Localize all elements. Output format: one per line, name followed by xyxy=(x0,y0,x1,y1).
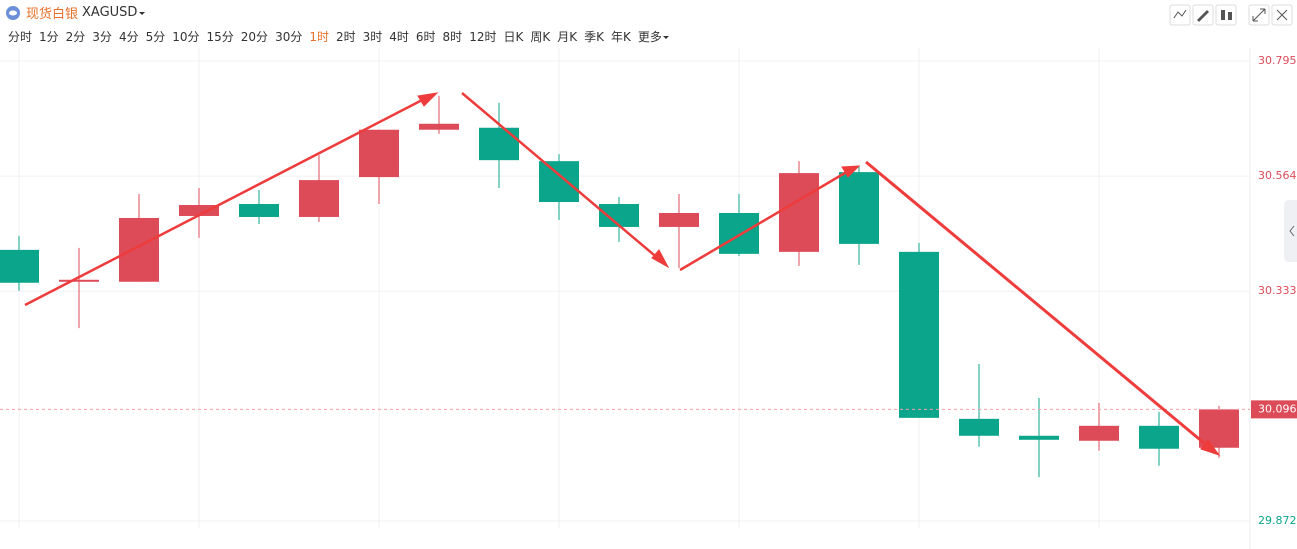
period-bar: 分时 1分 2分 3分 4分 5分 10分 15分 20分 30分 1时 2时 3时 4时 6时 8时 12时日… xyxy=(8,28,670,45)
period-button[interactable]: 5分 xyxy=(145,30,166,44)
period-button[interactable]: 3时 xyxy=(362,30,383,44)
tool-button[interactable] xyxy=(1215,4,1237,26)
candle-body xyxy=(119,217,159,282)
candle-body xyxy=(1199,409,1239,448)
period-button[interactable]: 周K xyxy=(530,30,551,44)
period-button[interactable]: 15分 xyxy=(206,30,234,44)
period-button[interactable]: 6时 xyxy=(415,30,436,44)
last-price-box xyxy=(1251,400,1297,419)
candle-body xyxy=(359,129,399,178)
icon xyxy=(1228,12,1232,20)
candle-body xyxy=(899,251,939,418)
title: 现货白银 xyxy=(26,7,79,22)
y-tick-label: 30.333 xyxy=(1258,284,1297,297)
candle-body xyxy=(1019,435,1059,440)
plot xyxy=(0,60,1250,522)
period-button[interactable]: 8时 xyxy=(442,30,463,44)
period-button[interactable]: 12时 xyxy=(469,30,497,44)
candle-body xyxy=(839,172,879,244)
toolbar[interactable] xyxy=(1169,4,1293,26)
period-button[interactable]: 日K xyxy=(503,30,524,44)
period-button[interactable]: 3分 xyxy=(92,30,112,44)
arrow-head xyxy=(1200,439,1221,456)
last-price-label: 30.096 xyxy=(1258,402,1297,415)
caret xyxy=(662,36,669,39)
symbol: XAGUSD xyxy=(82,5,138,20)
arrow-head xyxy=(841,165,861,178)
period-button[interactable]: 月K xyxy=(557,30,578,44)
tool-button[interactable] xyxy=(1169,4,1191,26)
icon xyxy=(1221,10,1225,20)
period-button[interactable]: 年K xyxy=(610,30,631,44)
period-button[interactable]: 分时 xyxy=(8,30,33,44)
candle-body xyxy=(719,212,759,254)
icon xyxy=(1173,9,1187,19)
header: 现货白银 XAGUSD 分时 1分 2分 3分 4分 5分 10分 15分 20分 30分 1时 2时… xyxy=(0,0,1160,48)
arrow xyxy=(679,168,851,272)
trend-arrows xyxy=(24,92,1221,456)
icon xyxy=(1276,9,1288,21)
candle-body xyxy=(1079,425,1119,441)
candle-body xyxy=(659,212,699,227)
y-tick-label: 30.795 xyxy=(1258,54,1297,67)
period-button[interactable]: 1分 xyxy=(39,30,59,44)
vertical-grid xyxy=(18,48,1100,528)
symbol-selector[interactable]: 现货白银 XAGUSD xyxy=(6,3,147,22)
y-tick-label: 29.872 xyxy=(1258,514,1297,527)
candle-body xyxy=(599,204,639,227)
candle-body xyxy=(779,173,819,252)
candle-body xyxy=(419,123,459,130)
period-button[interactable]: 更多 xyxy=(637,30,662,44)
icon xyxy=(1289,225,1295,237)
candle-body xyxy=(299,180,339,217)
arrow xyxy=(24,95,429,307)
candle-body xyxy=(539,161,579,203)
period-button[interactable]: 1时 xyxy=(309,30,329,44)
caret xyxy=(139,11,146,15)
candle-body xyxy=(1139,425,1179,449)
logo xyxy=(6,5,20,20)
period-button[interactable]: 2时 xyxy=(335,30,356,44)
candle-body xyxy=(59,279,99,282)
candle-body xyxy=(0,249,39,283)
period-button[interactable]: 4分 xyxy=(118,30,139,44)
period-button[interactable]: 4时 xyxy=(389,30,409,44)
arrow xyxy=(865,160,1211,450)
candle-body xyxy=(959,418,999,436)
candle-body xyxy=(239,204,279,217)
icon xyxy=(1252,8,1266,22)
period-button[interactable]: 季K xyxy=(584,30,604,44)
arrow xyxy=(461,92,661,261)
arrow-head xyxy=(651,249,670,269)
y-tick-label: 30.564 xyxy=(1258,169,1297,182)
candle-body xyxy=(479,127,519,161)
arrow-head xyxy=(417,92,439,107)
candle-body xyxy=(179,205,219,216)
period-button[interactable]: 10分 xyxy=(172,30,200,44)
icon xyxy=(1197,10,1209,22)
period-button[interactable]: 20分 xyxy=(240,30,269,44)
period-button[interactable]: 2分 xyxy=(65,30,86,44)
period-button[interactable]: 30分 xyxy=(275,30,303,44)
